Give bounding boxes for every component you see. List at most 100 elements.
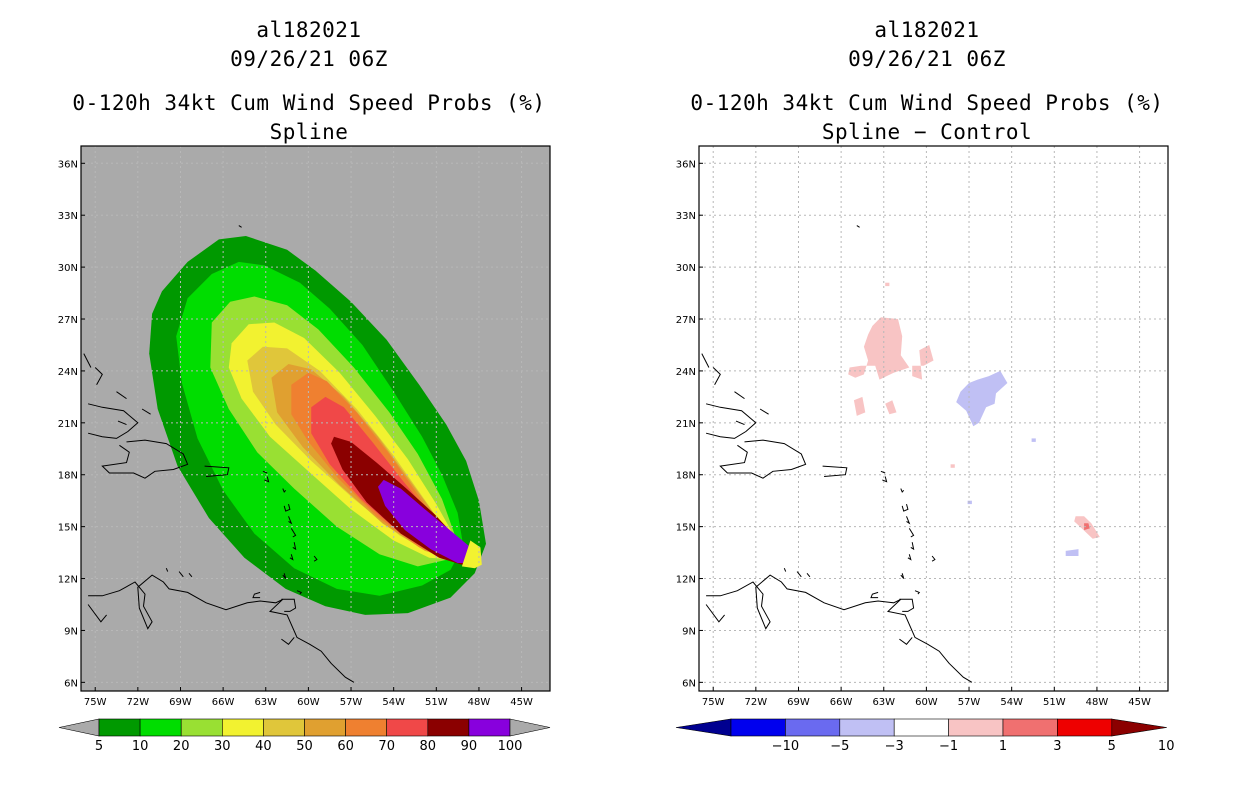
y-tick-label: 30N — [58, 263, 78, 274]
chart-subtitle: Spline − Control — [821, 120, 1033, 144]
coastline — [101, 439, 189, 479]
coastline — [288, 516, 293, 525]
coastline — [880, 470, 886, 474]
coastline — [292, 542, 297, 551]
coastline — [759, 408, 769, 415]
coastline — [290, 528, 297, 538]
coastline — [907, 554, 912, 561]
coastline — [910, 542, 915, 551]
coastline — [906, 516, 911, 525]
coastline — [931, 555, 936, 562]
colorbar-label: 3 — [1053, 739, 1061, 754]
colorbar-lower-arrow — [675, 718, 732, 737]
coastline — [712, 367, 721, 386]
contour--1 — [967, 500, 972, 505]
contour--1 — [1065, 549, 1079, 556]
coastline — [204, 465, 230, 477]
colorbar-label: −1 — [939, 739, 958, 754]
contour-1 — [853, 396, 866, 416]
coastline — [901, 503, 909, 512]
colorbar-swatch — [893, 718, 949, 737]
colorbar-label: 80 — [420, 739, 437, 754]
contour-1 — [885, 400, 897, 415]
colorbar-label: 30 — [214, 739, 231, 754]
colorbar: 5 10 20 30 40 50 60 70 80 90 100 — [58, 718, 551, 754]
colorbar-label: 50 — [296, 739, 313, 754]
colorbar-swatch — [427, 718, 470, 737]
coastline — [83, 353, 92, 368]
datetime: 09/26/21 06Z — [230, 47, 388, 71]
plot-area — [81, 146, 550, 691]
x-tick-label: 63W — [872, 697, 895, 708]
plot-frame — [80, 145, 551, 692]
y-tick-label: 9N — [682, 626, 696, 637]
colorbar-swatch — [948, 718, 1004, 737]
colorbar-swatch — [222, 718, 264, 737]
colorbar-upper-arrow — [1111, 718, 1167, 737]
contour-3 — [1084, 523, 1090, 531]
coastline — [283, 503, 291, 512]
coastline — [313, 555, 318, 562]
x-tick-label: 60W — [915, 697, 938, 708]
colorbar: −10 −5 −3 −1 1 3 5 10 — [675, 718, 1175, 754]
colorbar-swatch — [263, 718, 305, 737]
y-tick-label: 15N — [58, 523, 78, 534]
coastline — [870, 591, 879, 599]
y-tick-label: 24N — [58, 367, 78, 378]
chart-title: 0-120h 34kt Cum Wind Speed Probs (%) — [72, 91, 546, 115]
y-tick-label: 21N — [676, 419, 696, 430]
wind-probability-map: 75W 72W 69W 66W 63W 60W 57W 54W 51W 48W 45W 6N 9N 12N… — [58, 145, 551, 754]
y-tick-label: 27N — [676, 315, 696, 326]
colorbar-label: 60 — [337, 739, 354, 754]
colorbar-swatch — [98, 718, 141, 737]
coastline — [796, 571, 802, 578]
coastline — [856, 225, 860, 228]
y-tick-label: 33N — [58, 211, 78, 222]
coastline — [282, 573, 287, 579]
coastline — [165, 568, 169, 572]
coastline — [719, 439, 807, 479]
colorbar-label: 10 — [1158, 739, 1175, 754]
coastline — [87, 604, 107, 623]
coastline — [141, 408, 151, 415]
coastline — [735, 420, 745, 426]
plot-background — [699, 146, 1168, 691]
colorbar-label: 10 — [132, 739, 149, 754]
contour-1 — [950, 464, 955, 468]
colorbar-label: −3 — [885, 739, 904, 754]
coastline — [899, 637, 913, 645]
x-tick-label: 57W — [340, 697, 363, 708]
colorbar-label: −5 — [830, 739, 849, 754]
x-tick-label: 51W — [1043, 697, 1066, 708]
colorbar-swatch — [180, 718, 223, 737]
coastline — [899, 598, 915, 612]
colorbar-swatch — [304, 718, 346, 737]
colorbar-swatch — [1057, 718, 1113, 737]
x-tick-label: 75W — [702, 697, 725, 708]
left-panel: al182021 09/26/21 06Z 0-120h 34kt Cum Wi… — [58, 18, 551, 754]
colorbar-swatch — [839, 718, 895, 737]
coastline — [264, 476, 270, 483]
coastline — [705, 604, 725, 623]
y-tick-label: 27N — [58, 315, 78, 326]
coastline — [783, 568, 787, 572]
x-tick-label: 45W — [510, 697, 533, 708]
coastline — [705, 403, 757, 439]
colorbar-label: 100 — [498, 739, 523, 754]
difference-map: 75W 72W 69W 66W 63W 60W 57W 54W 51W 48W 45W 6N 9N 12N… — [675, 145, 1175, 754]
coastline — [289, 554, 294, 561]
storm-id: al182021 — [256, 18, 362, 42]
colorbar-swatch — [785, 718, 841, 737]
y-tick-label: 36N — [676, 159, 696, 170]
y-tick-label: 21N — [58, 419, 78, 430]
colorbar-label: 5 — [1108, 739, 1116, 754]
x-tick-label: 60W — [297, 697, 320, 708]
x-tick-label: 48W — [1086, 697, 1109, 708]
contour-90 — [378, 479, 478, 563]
coastline — [882, 476, 888, 483]
y-tick-label: 6N — [682, 678, 696, 689]
coastline — [908, 528, 915, 538]
coastline — [282, 488, 287, 493]
colorbar-label: 40 — [255, 739, 272, 754]
coastline — [188, 572, 193, 578]
